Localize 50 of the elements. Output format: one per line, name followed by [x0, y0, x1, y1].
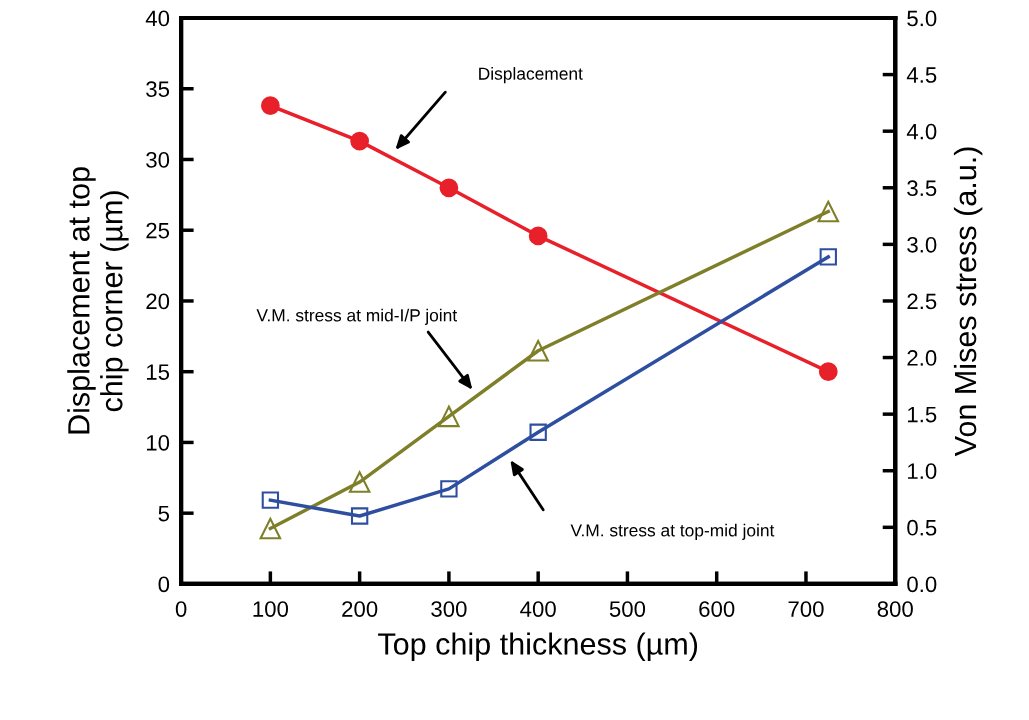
- y-tick-label: 40: [145, 10, 170, 27]
- y2-tick-label: 1.0: [908, 463, 937, 480]
- x-tick-label: 400: [520, 601, 556, 617]
- point: [350, 131, 370, 151]
- y-tick-label: 35: [146, 81, 170, 98]
- point: [259, 517, 282, 540]
- point: [438, 405, 460, 428]
- y2-tick-label: 4.5: [906, 67, 937, 83]
- y2-tick-label: 4.0: [906, 123, 937, 140]
- x-tick-label: 700: [788, 601, 824, 617]
- x-tick-label: 100: [253, 601, 289, 617]
- y-tick-label: 10: [146, 434, 170, 451]
- x-tick-label: 0: [175, 601, 187, 617]
- y-tick-label: 25: [146, 222, 170, 239]
- y-tick-label: 20: [146, 293, 170, 310]
- y2-tick-label: 2.0: [907, 350, 937, 366]
- x-tick-label: 300: [431, 601, 467, 617]
- y-tick-label: 30: [146, 152, 170, 168]
- y2-tick-label: 2.5: [907, 293, 937, 310]
- y-tick-label: 5: [158, 505, 170, 522]
- y-tick-label: 0: [158, 576, 170, 593]
- y2-axis-title: Von Mises stress (a.u.): [953, 147, 983, 457]
- point: [527, 340, 549, 362]
- annotation: Displacement: [479, 67, 583, 84]
- x-tick-label: 600: [699, 601, 735, 617]
- y-axis-title: Displacement at top chip corner (µm): [67, 167, 129, 434]
- point: [818, 362, 838, 382]
- x-axis-title: Top chip thickness (µm): [378, 632, 698, 661]
- point: [261, 96, 280, 116]
- point: [819, 248, 837, 266]
- y2-tick-label: 0.5: [907, 519, 937, 536]
- y2-tick-label: 3.0: [907, 236, 937, 253]
- point: [817, 200, 840, 223]
- point: [528, 226, 548, 246]
- point: [261, 491, 280, 509]
- point: [439, 178, 459, 198]
- y2-tick-label: 0.0: [907, 576, 937, 593]
- x-tick-label: 800: [877, 601, 913, 617]
- annotation: V.M. stress at mid-I/P joint: [256, 308, 458, 325]
- y-tick-label: 15: [146, 364, 170, 380]
- x-tick-label: 200: [342, 601, 378, 617]
- point: [529, 423, 547, 441]
- point: [348, 471, 371, 493]
- point: [440, 480, 458, 498]
- y2-tick-label: 3.5: [907, 180, 937, 197]
- y2-tick-label: 5.0: [907, 10, 937, 27]
- annotation: V.M. stress at top-mid joint: [570, 523, 775, 540]
- point: [350, 507, 369, 525]
- x-tick-label: 500: [609, 601, 646, 617]
- y2-tick-label: 1.5: [908, 406, 937, 423]
